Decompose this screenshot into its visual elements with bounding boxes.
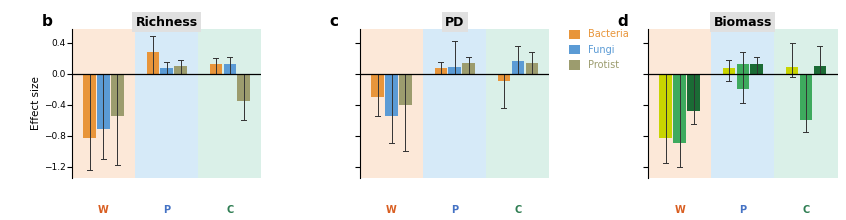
Bar <box>399 73 412 104</box>
Bar <box>774 29 838 178</box>
Bar <box>223 64 236 73</box>
Title: PD: PD <box>445 16 464 29</box>
Text: d: d <box>618 14 629 29</box>
Bar <box>512 61 525 73</box>
Bar <box>660 73 672 138</box>
Bar <box>210 64 222 73</box>
Bar <box>360 29 423 178</box>
Text: c: c <box>330 14 338 29</box>
Bar <box>111 73 124 116</box>
Bar <box>525 63 538 73</box>
Bar <box>198 29 261 178</box>
Y-axis label: Effect size: Effect size <box>31 77 41 130</box>
Bar <box>72 29 135 178</box>
Bar <box>673 73 686 143</box>
Bar <box>750 64 763 73</box>
Bar <box>97 73 110 129</box>
Text: b: b <box>41 14 52 29</box>
Bar <box>463 63 475 73</box>
Title: Richness: Richness <box>135 16 198 29</box>
Text: P: P <box>739 205 746 215</box>
Bar <box>687 73 700 111</box>
Text: W: W <box>674 205 685 215</box>
Title: Biomass: Biomass <box>713 16 772 29</box>
Bar <box>135 29 198 178</box>
Text: W: W <box>98 205 109 215</box>
Bar <box>737 64 749 89</box>
Bar <box>814 66 826 73</box>
Bar <box>448 67 461 73</box>
Text: P: P <box>163 205 170 215</box>
Text: P: P <box>451 205 459 215</box>
Text: W: W <box>386 205 397 215</box>
Bar <box>648 29 711 178</box>
Bar <box>385 73 398 116</box>
Bar <box>435 68 447 73</box>
Bar <box>146 52 159 73</box>
Bar <box>799 73 812 120</box>
Bar <box>84 73 96 138</box>
Bar <box>371 73 384 97</box>
Text: C: C <box>514 205 521 215</box>
Bar <box>423 29 486 178</box>
Bar <box>486 29 550 178</box>
Bar <box>722 68 735 73</box>
Bar <box>174 66 187 73</box>
Text: C: C <box>226 205 233 215</box>
Bar <box>238 73 250 101</box>
Bar <box>786 67 799 73</box>
Bar <box>711 29 774 178</box>
Bar <box>161 68 173 73</box>
Legend: Bacteria, Fungi, Protist: Bacteria, Fungi, Protist <box>564 26 633 74</box>
Bar <box>497 73 510 81</box>
Text: C: C <box>802 205 810 215</box>
